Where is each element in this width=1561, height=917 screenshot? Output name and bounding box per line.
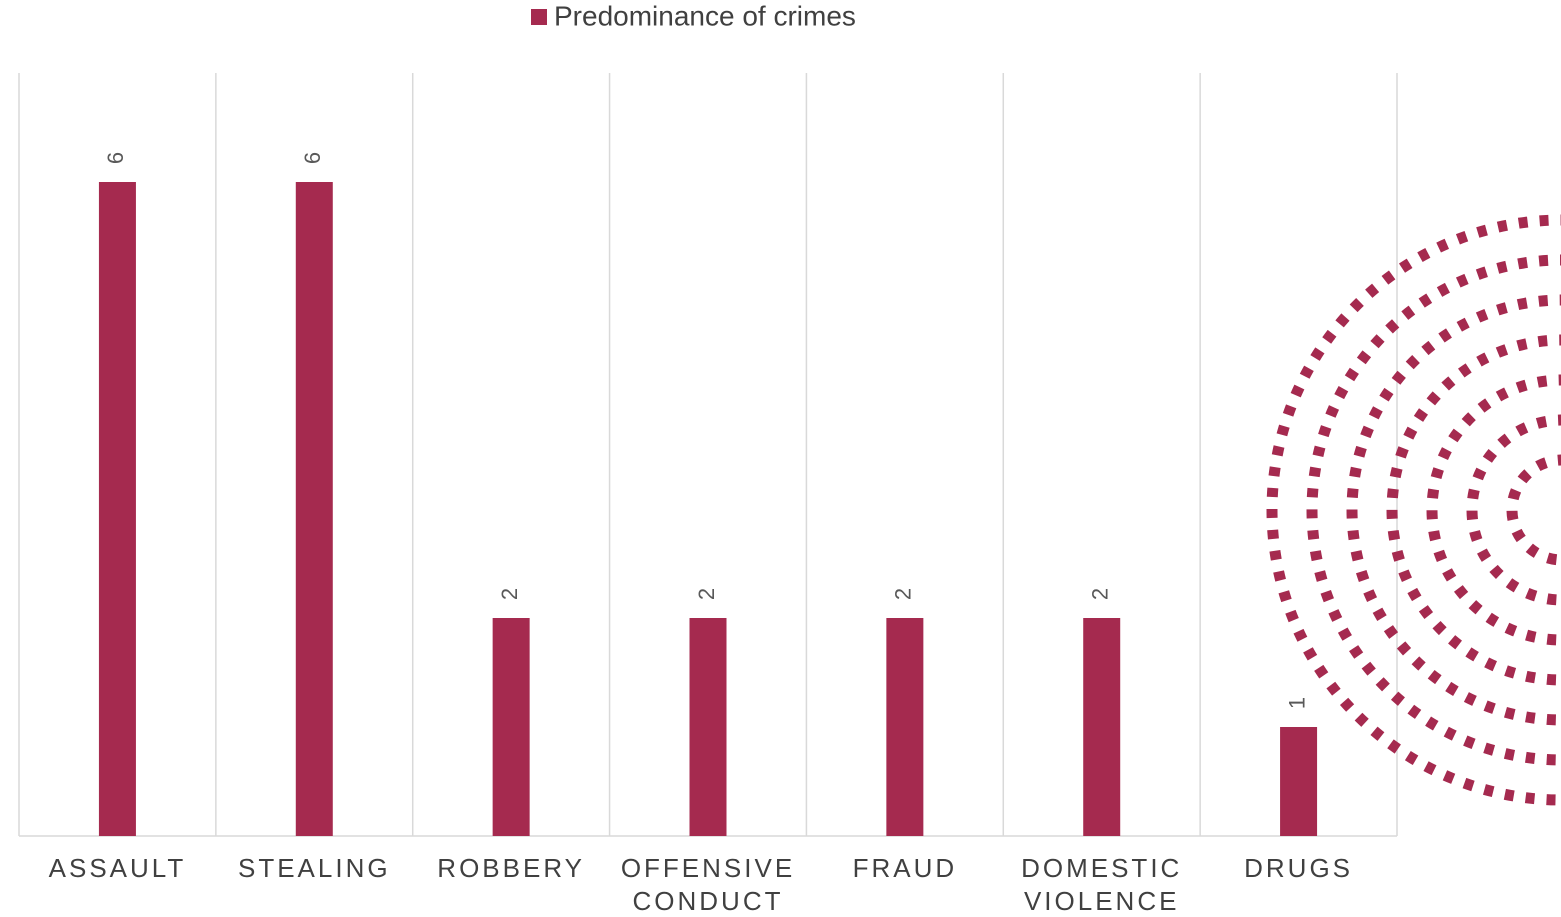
- data-label: 2: [694, 588, 719, 600]
- x-tick-label-line: CONDUCT: [633, 886, 784, 916]
- x-tick-label: OFFENSIVE CONDUCT: [621, 853, 795, 916]
- data-label: 2: [497, 588, 522, 600]
- legend-label: Predominance of crimes: [554, 0, 856, 31]
- x-tick-label: ROBBERY: [437, 853, 585, 883]
- bar: [1083, 618, 1121, 836]
- decoration: [1266, 214, 1561, 806]
- bar: [1280, 727, 1318, 836]
- data-label: 1: [1284, 697, 1309, 709]
- x-tick-label-line: OFFENSIVE: [621, 853, 795, 883]
- bar: [689, 618, 727, 836]
- bar: [295, 182, 333, 836]
- x-tick-label: STEALING: [238, 853, 391, 883]
- x-tick-label: DOMESTIC VIOLENCE: [1021, 853, 1182, 916]
- bar: [886, 618, 924, 836]
- x-tick-label: DRUGS: [1244, 853, 1353, 883]
- data-label: 2: [1088, 588, 1113, 600]
- data-label: 2: [891, 588, 916, 600]
- bar: [492, 618, 530, 836]
- x-tick-label-line: VIOLENCE: [1024, 886, 1180, 916]
- bar: [98, 182, 136, 836]
- data-label: 6: [103, 152, 128, 164]
- data-label: 6: [300, 152, 325, 164]
- x-tick-label-line: DOMESTIC: [1021, 853, 1182, 883]
- legend-swatch: [531, 9, 547, 25]
- x-tick-label: ASSAULT: [49, 853, 187, 883]
- x-tick-label: FRAUD: [853, 853, 958, 883]
